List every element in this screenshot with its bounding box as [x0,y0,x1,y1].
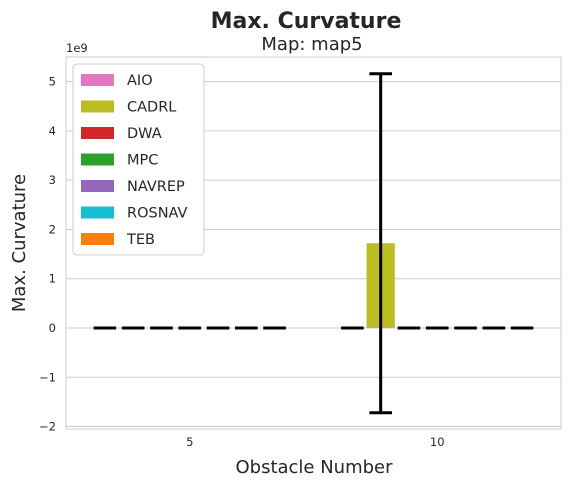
y-tick-label: 3 [49,173,56,187]
x-tick-label: 5 [186,435,193,449]
legend-label-aio: AIO [127,73,153,89]
x-tick-label: 10 [430,435,445,449]
y-tick-label: 2 [49,222,56,236]
legend-label-mpc: MPC [127,153,158,169]
legend-label-teb: TEB [126,232,155,248]
y-tick-label: 5 [49,75,56,89]
legend-swatch-cadrl [81,100,114,113]
chart-subtitle: Map: map5 [261,34,362,55]
legend-swatch-aio [81,74,114,86]
legend-swatch-mpc [81,153,114,166]
legend-swatch-rosnav [81,206,114,219]
legend-swatch-navrep [81,180,114,192]
y-tick-label: 1 [49,272,56,286]
y-tick-label: −1 [39,370,56,384]
legend-label-cadrl: CADRL [127,100,176,116]
y-tick-labels: −2 −1 0 1 2 3 4 5 [39,75,56,434]
y-tick-label: 0 [49,321,56,335]
y-tick-label: 4 [49,124,56,138]
legend-swatch-dwa [81,127,114,139]
chart-title: Max. Curvature [211,9,402,34]
y-axis-label: Max. Curvature [9,174,30,312]
error-bars [93,72,534,415]
y-tick-label: −2 [39,420,56,434]
legend-swatch-teb [81,233,114,245]
legend-label-dwa: DWA [127,126,162,142]
x-tick-labels: 5 10 [186,435,444,449]
legend-label-rosnav: ROSNAV [127,206,188,222]
legend-label-navrep: NAVREP [127,179,185,195]
x-axis-label: Obstacle Number [235,457,393,478]
legend: AIO CADRL DWA MPC NAVREP ROSNAV TEB [72,63,205,256]
y-scale-label: 1e9 [66,41,88,55]
